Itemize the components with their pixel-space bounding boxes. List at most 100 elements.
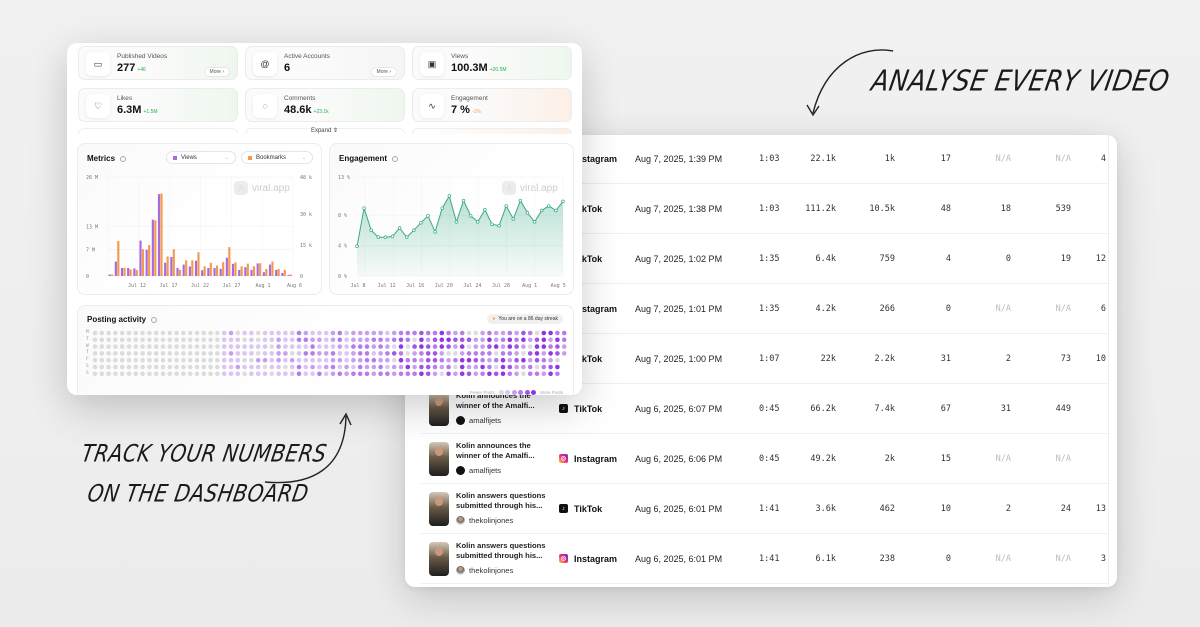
kpi-card-published-videos: ▭ Published Videos 277 +46 More › <box>78 46 238 80</box>
comments-cell: 67 <box>940 403 951 414</box>
activity-pulse-icon: ∿ <box>420 94 444 118</box>
table-row[interactable]: Kolin announces the winner of the Amalfi… <box>421 434 1108 484</box>
expand-button[interactable]: Expand ⇕ <box>310 128 339 134</box>
likes-cell: 759 <box>879 253 895 264</box>
kpi-value: 100.3M +20.5M <box>451 62 507 74</box>
views-cell: 22.1k <box>810 153 836 164</box>
account-handle[interactable]: thekolinjones <box>456 566 513 575</box>
svg-text:0 %: 0 % <box>338 274 347 280</box>
svg-text:Aug 1: Aug 1 <box>522 283 537 289</box>
duration-cell: 1:03 <box>759 153 780 164</box>
video-thumbnail[interactable] <box>429 542 449 576</box>
kpi-value: 6.3M +1.5M <box>117 104 158 116</box>
account-avatar <box>456 516 465 525</box>
video-title[interactable]: Kolin answers questions submitted throug… <box>456 491 546 510</box>
date-cell: Aug 7, 2025, 1:01 PM <box>635 303 723 314</box>
svg-text:26 M: 26 M <box>86 175 98 181</box>
kpi-label: Engagement <box>451 95 488 102</box>
kpi-value: 7 % -1% <box>451 104 481 116</box>
views-cell: 6.4k <box>815 253 836 264</box>
at-sign-icon: @ <box>253 52 277 76</box>
kpi-ghost-card <box>412 128 572 134</box>
saves-cell: 539 <box>1055 203 1071 214</box>
kpi-delta: -1% <box>471 109 481 115</box>
kpi-more-button[interactable]: More › <box>370 67 397 77</box>
flame-icon: ● <box>492 316 496 322</box>
svg-text:Jul 27: Jul 27 <box>222 283 240 289</box>
svg-text:Jul 17: Jul 17 <box>159 283 177 289</box>
bookmarks-color-swatch <box>248 155 252 160</box>
table-row[interactable]: Kolin answers questions submitted throug… <box>421 484 1108 534</box>
kpi-label: Published Videos <box>117 53 168 60</box>
chevron-down-icon: ⌄ <box>301 154 306 161</box>
svg-text:0: 0 <box>300 274 303 280</box>
account-handle[interactable]: thekolinjones <box>456 516 513 525</box>
info-icon[interactable] <box>151 316 158 323</box>
video-thumbnail[interactable] <box>429 492 449 526</box>
platform-cell: ◎Instagram <box>559 553 618 564</box>
svg-text:Aug 6: Aug 6 <box>287 283 302 289</box>
likes-cell: 462 <box>879 503 895 514</box>
instagram-icon: ◎ <box>559 554 568 563</box>
duration-cell: 1:35 <box>759 303 780 314</box>
svg-text:Jul 28: Jul 28 <box>492 283 510 289</box>
play-square-icon: ▣ <box>420 52 444 76</box>
video-thumbnail[interactable] <box>429 392 449 426</box>
curved-arrow-down-icon <box>806 49 894 117</box>
extra-metric-cell: 3 <box>1100 553 1106 564</box>
svg-text:Jul 12: Jul 12 <box>128 283 146 289</box>
date-cell: Aug 6, 2025, 6:01 PM <box>635 553 723 564</box>
kpi-delta: +46 <box>137 67 146 73</box>
metric-select-views[interactable]: Views ⌄ <box>166 151 236 164</box>
svg-text:13 M: 13 M <box>86 225 98 231</box>
saves-cell: N/A <box>1055 553 1071 564</box>
platform-cell: ◎Instagram <box>559 453 618 464</box>
date-cell: Aug 6, 2025, 6:01 PM <box>635 503 723 514</box>
kpi-more-button[interactable]: More › <box>203 67 230 77</box>
account-avatar <box>456 416 465 425</box>
svg-text:Jul 12: Jul 12 <box>378 283 396 289</box>
weekday-label: T <box>86 336 89 342</box>
posting-activity-card: Posting activity ● You are on a 86 day st… <box>77 305 574 395</box>
svg-text:30 k: 30 k <box>300 212 312 218</box>
video-title[interactable]: Kolin answers questions submitted throug… <box>456 541 546 560</box>
viral-app-logo-icon: Λ <box>234 181 248 195</box>
heart-icon: ♡ <box>86 94 110 118</box>
weekday-label: S <box>86 370 89 376</box>
date-cell: Aug 7, 2025, 1:38 PM <box>635 203 723 214</box>
engagement-title: Engagement <box>339 154 399 163</box>
account-avatar <box>456 566 465 575</box>
svg-text:48 k: 48 k <box>300 175 312 181</box>
videos-table: ◎Instagram Aug 7, 2025, 1:39 PM 1:03 22.1k 1… <box>421 135 1109 587</box>
legend-dot <box>498 390 504 395</box>
video-thumbnail[interactable] <box>429 442 449 476</box>
info-icon[interactable] <box>120 155 127 162</box>
table-row[interactable]: Kolin announces the winner of the Amalfi… <box>421 384 1108 434</box>
table-row[interactable]: Kolin answers questions submitted throug… <box>421 534 1108 584</box>
account-handle[interactable]: amalfijets <box>456 466 501 475</box>
likes-cell: 7.4k <box>874 403 895 414</box>
date-cell: Aug 6, 2025, 6:06 PM <box>635 453 723 464</box>
video-title[interactable]: Kolin announces the winner of the Amalfi… <box>456 441 535 460</box>
shares-cell: 18 <box>1000 203 1011 214</box>
likes-cell: 2.2k <box>874 353 895 364</box>
shares-cell: N/A <box>995 553 1011 564</box>
comments-cell: 15 <box>940 453 951 464</box>
instagram-icon: ◎ <box>559 454 568 463</box>
svg-text:Jul 8: Jul 8 <box>350 283 365 289</box>
video-title[interactable]: Kolin announces the winner of the Amalfi… <box>456 391 535 410</box>
metric-select-bookmarks-label: Bookmarks <box>256 154 287 161</box>
svg-text:Aug 5: Aug 5 <box>551 283 566 289</box>
streak-badge: ● You are on a 86 day streak <box>487 314 563 324</box>
metric-select-bookmarks[interactable]: Bookmarks ⌄ <box>241 151 313 164</box>
date-cell: Aug 6, 2025, 6:07 PM <box>635 403 723 414</box>
account-handle[interactable]: amalfijets <box>456 416 501 425</box>
svg-text:8 %: 8 % <box>338 213 347 219</box>
saves-cell: N/A <box>1055 303 1071 314</box>
info-icon[interactable] <box>392 155 399 162</box>
shares-cell: 2 <box>1005 503 1011 514</box>
saves-cell: 24 <box>1060 503 1071 514</box>
shares-cell: N/A <box>995 303 1011 314</box>
